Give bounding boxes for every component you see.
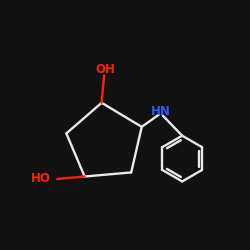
Text: HO: HO (31, 172, 51, 186)
Text: HN: HN (150, 106, 170, 118)
Text: OH: OH (96, 63, 115, 76)
